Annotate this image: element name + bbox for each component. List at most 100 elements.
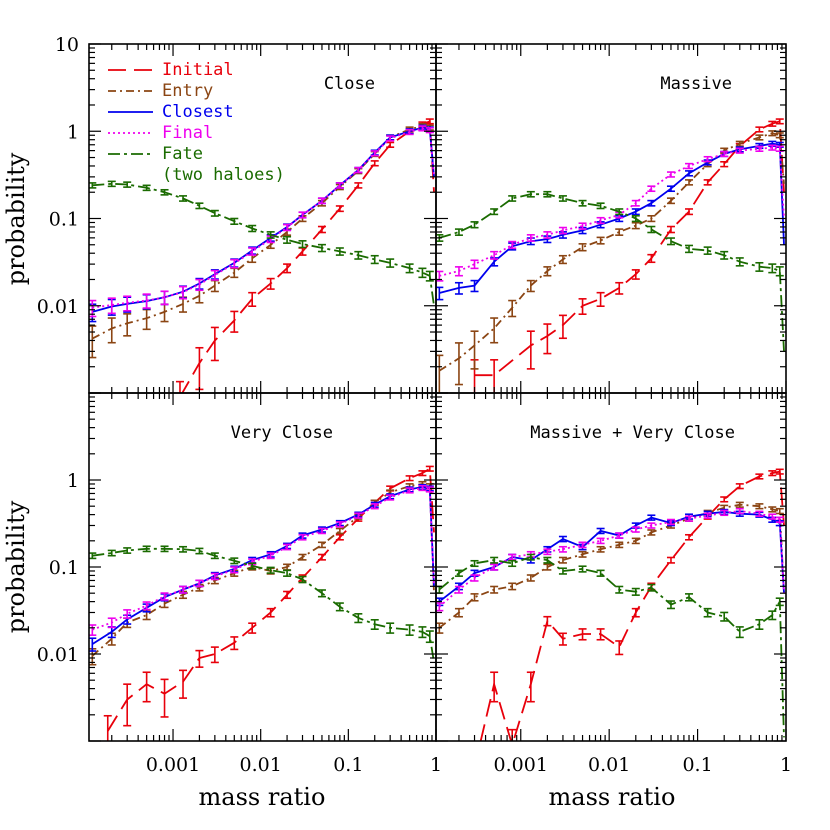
error-bar [317, 589, 326, 598]
error-bar [615, 640, 624, 656]
error-bar [735, 257, 744, 267]
error-bar [526, 574, 535, 582]
x-axis-title-right: mass ratio [549, 783, 676, 811]
error-bar [107, 549, 116, 557]
error-bar [685, 593, 694, 602]
error-bar [543, 556, 552, 564]
error-bar [735, 507, 744, 515]
error-bar [775, 507, 784, 515]
error-bar [283, 235, 292, 244]
error-bar [354, 250, 363, 260]
error-bar [666, 225, 675, 234]
ticks [89, 43, 437, 394]
error-bar [631, 208, 640, 216]
error-bar [454, 607, 463, 618]
series-line-final [438, 510, 785, 608]
series-line-closest [92, 126, 435, 313]
error-bar [335, 182, 344, 189]
error-bar [543, 266, 552, 277]
error-bar [418, 626, 427, 639]
error-bar [755, 619, 764, 630]
plot-frame [88, 43, 437, 394]
series-line-entry [438, 132, 785, 372]
error-bar [248, 247, 257, 256]
error-bar [142, 545, 151, 553]
error-bar [266, 231, 275, 239]
error-bar [179, 285, 188, 300]
error-bar [179, 669, 188, 699]
legend-label: Initial [162, 60, 234, 80]
plot-frame [435, 43, 787, 394]
error-bar [266, 607, 275, 618]
error-bar [735, 140, 744, 147]
error-bar [558, 226, 567, 235]
legend-item-closest: Closest [108, 102, 234, 122]
error-bar [405, 263, 414, 274]
series-line-initial [474, 120, 785, 377]
panel-title: Massive [660, 74, 732, 94]
legend-label: Fate [162, 144, 203, 164]
error-bar [558, 535, 567, 543]
y-tick-label: 0.01 [37, 296, 79, 318]
error-bar [558, 556, 567, 564]
error-bar [470, 559, 479, 568]
error-bar [578, 541, 587, 549]
error-bar [755, 261, 764, 272]
error-bar [454, 585, 463, 594]
error-bar [647, 199, 656, 207]
panel-3: 0.001 0.01 0.1 1 Massive + Very Close [435, 392, 792, 794]
error-bar [386, 494, 395, 501]
error-bar [425, 465, 434, 472]
error-bar [647, 514, 656, 521]
error-bar [558, 254, 567, 265]
error-bar [666, 185, 675, 193]
error-bar [490, 317, 499, 344]
error-bar [317, 243, 326, 253]
error-bar [248, 622, 257, 634]
error-bar [615, 228, 624, 236]
error-bar [558, 195, 567, 202]
error-bar [425, 630, 434, 644]
error-bar [454, 569, 463, 577]
error-bar [298, 533, 307, 541]
error-bar [490, 563, 499, 571]
error-bar [230, 258, 239, 269]
series-line-fate [438, 556, 785, 738]
error-bar [195, 547, 204, 555]
plot-frame [435, 392, 787, 742]
error-bar [720, 496, 729, 503]
error-bar [526, 190, 535, 198]
error-bar [775, 468, 784, 475]
error-bar [768, 144, 777, 151]
error-bar [526, 234, 535, 242]
error-bar [596, 569, 605, 577]
error-bar [266, 566, 275, 574]
ticks [436, 392, 787, 742]
error-bar [720, 509, 729, 517]
error-bar [142, 293, 151, 309]
error-bar [454, 266, 463, 277]
error-bar [631, 221, 640, 230]
error-bar [596, 216, 605, 225]
error-bar [631, 199, 640, 207]
series-group [436, 468, 785, 794]
error-bar [471, 752, 479, 794]
error-bar [768, 610, 777, 621]
error-bar [735, 501, 744, 508]
legend-item-fate: Fate(two haloes) [108, 144, 285, 185]
error-bar [685, 208, 694, 216]
error-bar [755, 473, 764, 480]
error-bar [283, 569, 292, 577]
error-bar [354, 613, 363, 624]
error-bar [179, 195, 188, 202]
error-bar [768, 513, 777, 520]
error-bar [298, 575, 307, 584]
error-bar [470, 574, 479, 582]
error-bar [317, 541, 326, 549]
error-bar [454, 281, 463, 295]
error-bar [543, 548, 552, 556]
error-bar [123, 609, 132, 619]
error-bar [755, 145, 764, 152]
ticks [436, 43, 787, 394]
y-tick-label: 0.01 [37, 644, 79, 666]
